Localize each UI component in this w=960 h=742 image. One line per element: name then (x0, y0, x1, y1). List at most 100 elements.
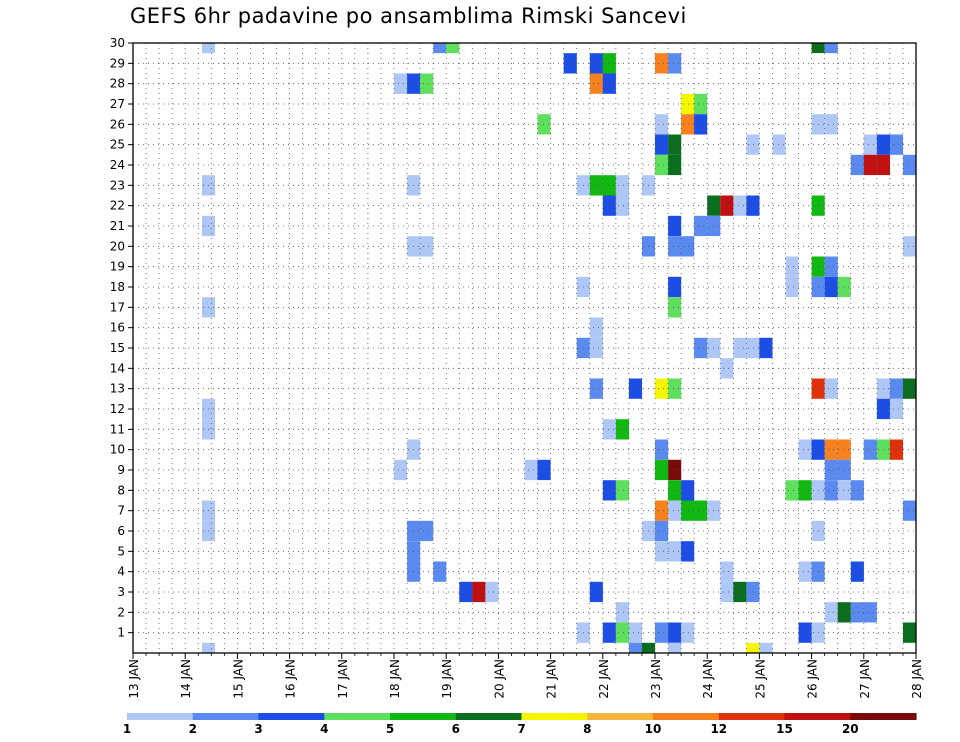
heatmap-cell (720, 581, 734, 603)
heatmap-cell (720, 561, 734, 582)
chart-title: GEFS 6hr padavine po ansamblima Rimski S… (130, 4, 687, 28)
heatmap-cell (681, 480, 695, 501)
heatmap-cell (903, 500, 916, 521)
heatmap-cell (863, 439, 877, 460)
heatmap-cell (903, 622, 916, 643)
legend-label: 5 (386, 722, 394, 736)
legend-label: 10 (645, 722, 662, 736)
legend-swatch (258, 713, 325, 720)
heatmap-cell (446, 43, 460, 54)
heatmap-cell (589, 317, 603, 338)
heatmap-cell (615, 480, 629, 501)
heatmap-cell (394, 459, 408, 481)
heatmap-cell (889, 398, 903, 420)
x-tick-label: 15 JAN (231, 659, 245, 699)
heatmap-cell (681, 236, 695, 257)
y-tick-label: 18 (110, 280, 125, 294)
x-tick-label: 19 JAN (440, 659, 454, 699)
y-tick-label: 13 (110, 382, 125, 396)
heatmap-cell (681, 114, 695, 135)
heatmap-cell (746, 134, 760, 155)
heatmap-cell (720, 358, 734, 379)
y-tick-label: 24 (110, 158, 125, 172)
heatmap-cell (824, 43, 838, 54)
heatmap-cell (602, 195, 616, 216)
heatmap-cell (668, 215, 682, 237)
heatmap-cell (798, 561, 812, 582)
heatmap-cell (694, 93, 708, 115)
x-tick-label: 13 JAN (127, 659, 141, 699)
legend-swatch (192, 713, 260, 720)
heatmap-cell (889, 134, 903, 155)
x-tick-label: 16 JAN (284, 659, 298, 699)
legend-label: 2 (189, 722, 197, 736)
heatmap-cell (602, 175, 616, 196)
heatmap-cell (655, 114, 669, 135)
legend-swatch (653, 713, 720, 720)
heatmap-cell (824, 256, 838, 277)
y-tick-label: 26 (110, 117, 125, 131)
legend-label: 4 (320, 722, 328, 736)
heatmap-cell (628, 642, 642, 653)
heatmap-cell (772, 134, 786, 155)
heatmap-cell (668, 154, 682, 176)
heatmap-cell (485, 581, 499, 603)
legend-label: 1 (123, 722, 131, 736)
y-tick-label: 16 (110, 321, 125, 335)
heatmap-cell (824, 602, 838, 623)
heatmap-cell (615, 602, 629, 623)
heatmap-cell (615, 419, 629, 440)
grid-layer (133, 43, 916, 653)
heatmap-cell (850, 480, 864, 501)
heatmap-cell (837, 276, 851, 298)
heatmap-cell (824, 378, 838, 399)
heatmap-cell (733, 195, 747, 216)
legend-label: 12 (710, 722, 727, 736)
heatmap-cell (537, 459, 551, 481)
heatmap-cell (655, 439, 669, 460)
x-tick-label: 17 JAN (336, 659, 350, 699)
heatmap-cell (433, 43, 447, 54)
heatmap-cell (524, 459, 538, 481)
heatmap-cell (733, 581, 747, 603)
heatmap-cell (681, 541, 695, 562)
x-tick-label: 28 JAN (910, 659, 924, 699)
legend-label: 8 (583, 722, 591, 736)
heatmap-cell (824, 480, 838, 501)
heatmap-cell (420, 73, 434, 94)
heatmap-cell (668, 236, 682, 257)
heatmap-cell (785, 256, 799, 277)
heatmap-cell (720, 195, 734, 216)
heatmap-cell (694, 215, 708, 237)
heatmap-cell (602, 622, 616, 643)
heatmap-cell (733, 337, 747, 359)
y-tick-label: 14 (110, 361, 125, 375)
heatmap-cell (668, 541, 682, 562)
legend-label: 7 (517, 722, 525, 736)
heatmap-cell (798, 480, 812, 501)
heatmap-cell (850, 602, 864, 623)
heatmap-cell (655, 520, 669, 542)
heatmap-cell (602, 419, 616, 440)
heatmap-cell (655, 154, 669, 176)
y-tick-label: 8 (117, 483, 125, 497)
heatmap-cell (589, 175, 603, 196)
heatmap-cell (903, 154, 916, 176)
heatmap-cell (746, 195, 760, 216)
heatmap-cell (602, 480, 616, 501)
heatmap-cell (537, 114, 551, 135)
heatmap-cell (824, 276, 838, 298)
heatmap-cell (903, 236, 916, 257)
y-tick-label: 11 (110, 422, 125, 436)
y-tick-label: 5 (117, 544, 125, 558)
heatmap-cell (837, 602, 851, 623)
heatmap-cell (628, 378, 642, 399)
heatmap-cell (589, 378, 603, 399)
legend-swatch (127, 713, 194, 720)
x-tick-label: 23 JAN (649, 659, 663, 699)
legend-swatch (784, 713, 851, 720)
heatmap-cell (642, 642, 656, 653)
heatmap-cell (850, 154, 864, 176)
legend-label: 20 (842, 722, 859, 736)
